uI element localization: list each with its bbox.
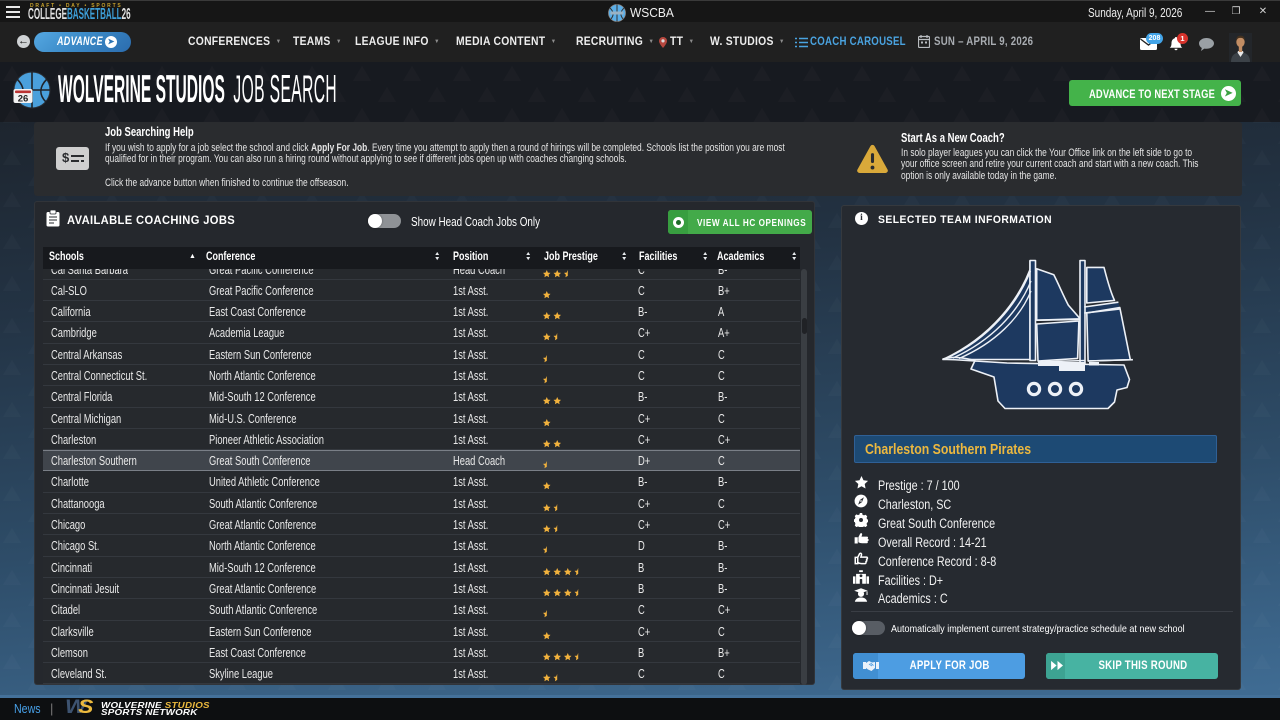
svg-text:26: 26	[18, 94, 29, 105]
